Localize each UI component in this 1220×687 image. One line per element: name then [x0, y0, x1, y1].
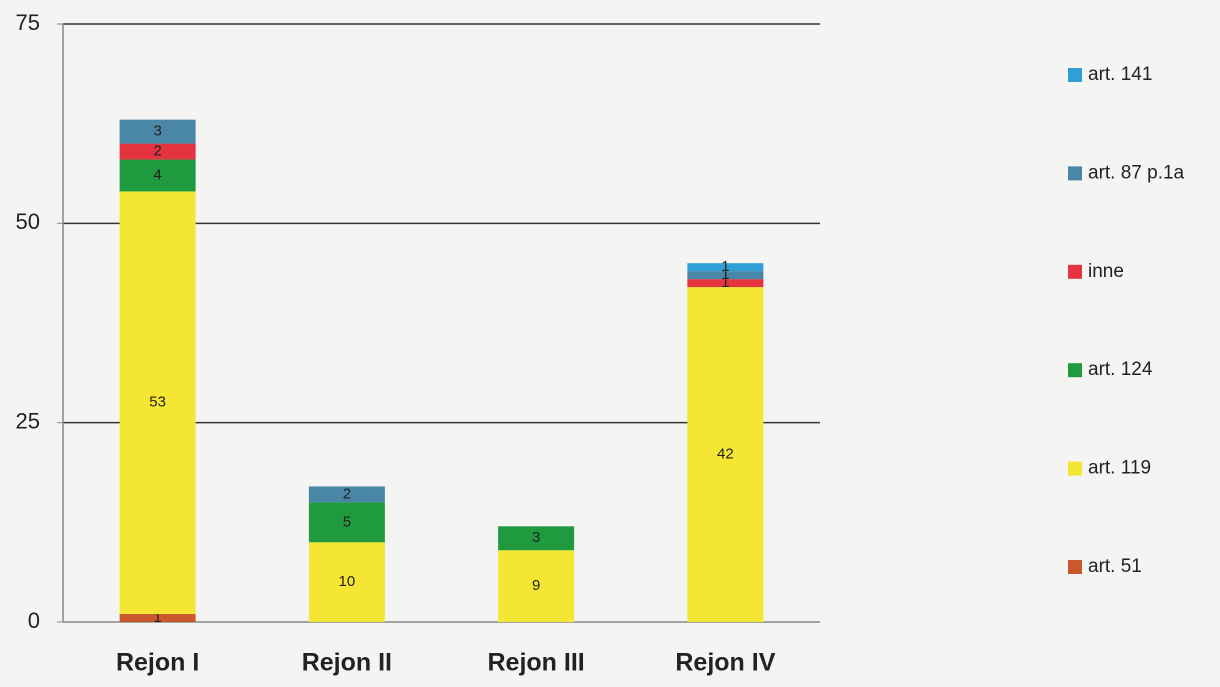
legend-swatch: [1068, 264, 1082, 279]
y-tick-label: 50: [16, 209, 40, 234]
legend-swatch: [1068, 363, 1082, 378]
data-label: 3: [532, 529, 540, 546]
legend-label: art. 124: [1088, 359, 1153, 380]
data-label: 53: [149, 394, 166, 411]
data-label: 4: [153, 166, 161, 183]
bar-segment: [687, 287, 764, 622]
data-label: 3: [153, 123, 161, 140]
bar-segment: [308, 542, 385, 622]
data-label: 2: [153, 143, 161, 160]
data-label: 5: [343, 513, 351, 530]
bar-segment: [119, 119, 196, 144]
legend-label: art. 141: [1088, 64, 1152, 85]
data-label: 1: [721, 258, 729, 275]
bar-segment: [308, 502, 385, 543]
legend-label: art. 87 p.1a: [1088, 162, 1185, 183]
bar-segment: [119, 143, 196, 160]
data-label: 9: [532, 577, 540, 594]
y-tick-label: 25: [16, 408, 40, 433]
x-tick-label: Rejon IV: [675, 649, 775, 677]
data-label: 1: [153, 609, 161, 626]
bar-segment: [308, 486, 385, 503]
bar-segment: [119, 191, 196, 615]
bar-segment: [119, 614, 196, 622]
x-tick-label: Rejon I: [116, 649, 199, 677]
y-tick-label: 0: [28, 608, 40, 633]
data-label: 10: [339, 573, 356, 590]
data-label: 42: [717, 446, 734, 463]
data-label: 1: [721, 266, 729, 283]
legend-swatch: [1068, 461, 1082, 476]
legend-swatch: [1068, 68, 1082, 82]
bar-segment: [687, 271, 764, 280]
bar-segment: [498, 550, 575, 622]
bar-segment: [498, 526, 575, 551]
bar-segment: [687, 279, 764, 288]
legend-label: inne: [1088, 261, 1124, 282]
bar-segment: [687, 263, 764, 272]
x-tick-label: Rejon II: [302, 649, 392, 677]
data-label: 2: [343, 485, 351, 502]
legend-label: art. 51: [1088, 556, 1142, 577]
x-tick-label: Rejon III: [488, 649, 585, 677]
legend-swatch: [1068, 560, 1082, 574]
legend-label: art. 119: [1088, 458, 1151, 479]
bar-segment: [119, 159, 196, 192]
y-tick-label: 75: [16, 10, 40, 35]
legend-swatch: [1068, 166, 1082, 181]
data-label: 1: [721, 274, 729, 291]
